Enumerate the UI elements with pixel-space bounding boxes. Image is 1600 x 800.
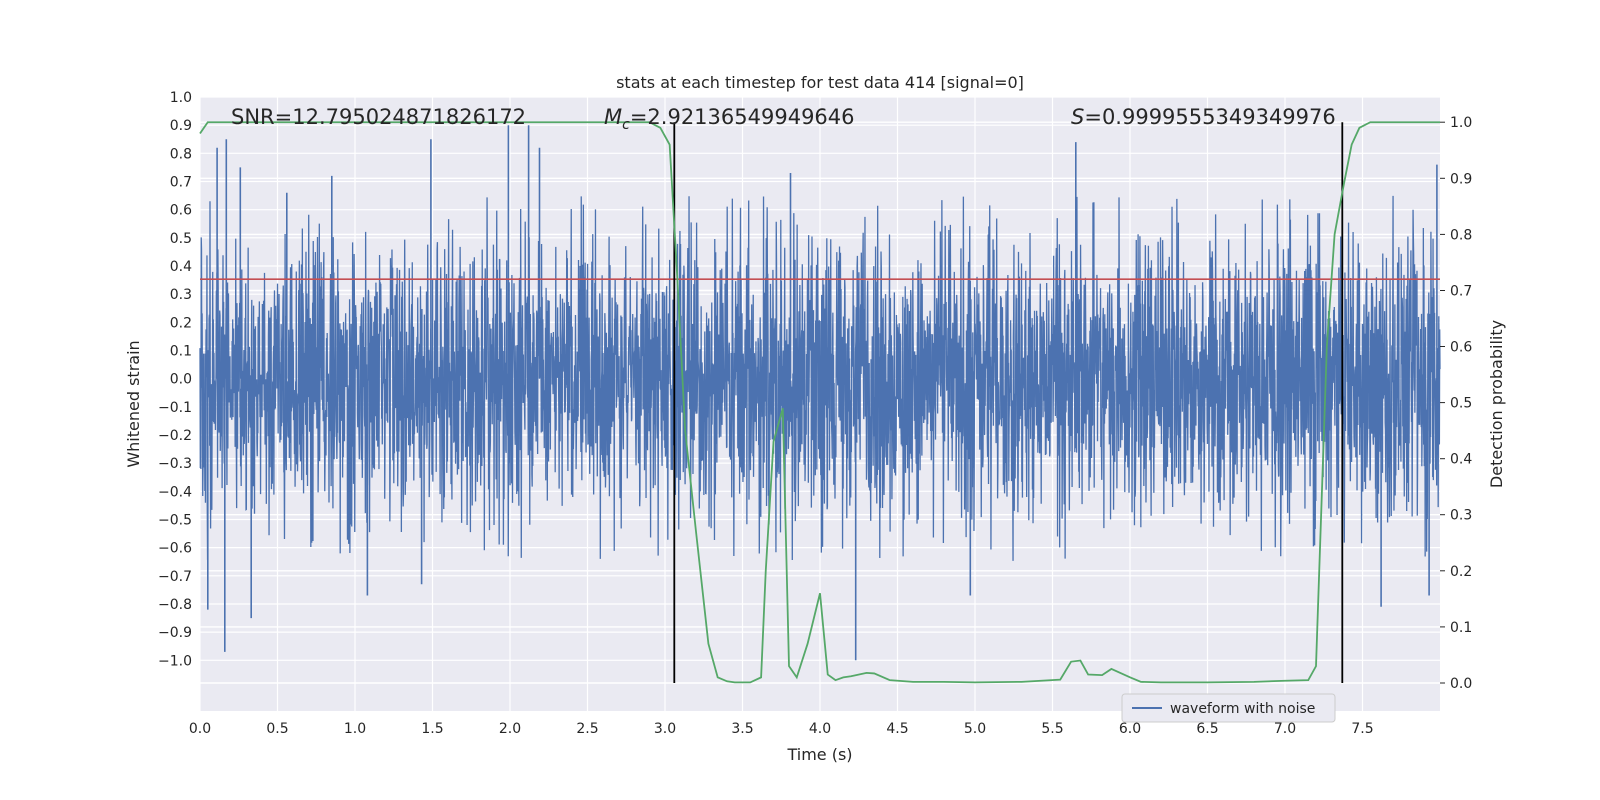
y2-tick-label: 0.1 bbox=[1450, 620, 1472, 636]
s-value: =0.9999555349349976 bbox=[1084, 105, 1335, 129]
y2-tick-label: 0.9 bbox=[1450, 171, 1472, 187]
y-tick-label: −0.2 bbox=[158, 428, 192, 444]
x-tick-label: 1.5 bbox=[421, 721, 443, 737]
legend-label: waveform with noise bbox=[1170, 701, 1315, 717]
y2-tick-label: 0.4 bbox=[1450, 452, 1472, 468]
x-tick-label: 2.0 bbox=[499, 721, 521, 737]
y-tick-label: −0.9 bbox=[158, 625, 192, 641]
x-tick-label: 0.5 bbox=[266, 721, 288, 737]
y-tick-label: 0.8 bbox=[170, 146, 192, 162]
x-tick-label: 4.0 bbox=[809, 721, 831, 737]
x-tick-label: 5.0 bbox=[964, 721, 986, 737]
y-tick-label: −0.6 bbox=[158, 541, 192, 557]
y2-tick-label: 0.7 bbox=[1450, 284, 1472, 300]
y2-tick-label: 0.8 bbox=[1450, 227, 1472, 243]
x-tick-label: 3.0 bbox=[654, 721, 676, 737]
y2-axis-label: Detection probability bbox=[1487, 320, 1506, 488]
snr-annotation: SNR=12.795024871826172 bbox=[231, 105, 526, 129]
y-axis-label: Whitened strain bbox=[124, 340, 143, 467]
y-axis-ticks: 1.0 0.9 0.8 0.7 0.6 0.5 0.4 0.3 0.2 0.1 0.0 −0.1 −0.… bbox=[158, 90, 192, 669]
y-tick-label: −0.7 bbox=[158, 569, 192, 585]
y2-tick-label: 0.2 bbox=[1450, 564, 1472, 580]
mc-subscript: c bbox=[622, 117, 630, 133]
x-tick-label: 2.5 bbox=[576, 721, 598, 737]
x-tick-label: 7.5 bbox=[1351, 721, 1373, 737]
y-tick-label: 0.4 bbox=[170, 259, 192, 275]
y-tick-label: 0.5 bbox=[170, 231, 192, 247]
y-tick-label: 0.0 bbox=[170, 372, 192, 388]
x-tick-label: 6.5 bbox=[1196, 721, 1218, 737]
score-annotation: S=0.9999555349349976 bbox=[1071, 105, 1336, 129]
legend: waveform with noise bbox=[1121, 693, 1336, 723]
s-symbol: S bbox=[1071, 105, 1084, 129]
x-axis-label: Time (s) bbox=[786, 745, 852, 764]
y-tick-label: 0.3 bbox=[170, 287, 192, 303]
x-axis-ticks: 0.0 0.5 1.0 1.5 2.0 2.5 3.0 3.5 4.0 4.5 5.0 5.5 6.0 6… bbox=[189, 721, 1374, 737]
x-tick-label: 0.0 bbox=[189, 721, 211, 737]
x-tick-label: 7.0 bbox=[1274, 721, 1296, 737]
chirp-mass-annotation: Mc=2.92136549949646 bbox=[604, 105, 855, 133]
y-tick-label: −0.3 bbox=[158, 456, 192, 472]
y-tick-label: 0.6 bbox=[170, 203, 192, 219]
y-tick-label: −0.1 bbox=[158, 400, 192, 416]
waveform-series bbox=[199, 125, 1441, 661]
y2-tick-label: 0.5 bbox=[1450, 396, 1472, 412]
mc-symbol: M bbox=[604, 105, 622, 129]
probability-line bbox=[199, 121, 1440, 684]
x-tick-label: 5.5 bbox=[1041, 721, 1063, 737]
y-tick-label: 0.7 bbox=[170, 175, 192, 191]
chart-title: stats at each timestep for test data 414… bbox=[616, 73, 1024, 92]
y2-tick-label: 0.6 bbox=[1450, 340, 1472, 356]
y2-tick-label: 1.0 bbox=[1450, 115, 1472, 131]
waveform-line bbox=[199, 195, 1441, 561]
y2-axis-ticks: 1.0 0.9 0.8 0.7 0.6 0.5 0.4 0.3 0.2 0.1 0.0 bbox=[1440, 115, 1472, 692]
y-tick-label: −0.8 bbox=[158, 597, 192, 613]
x-tick-label: 4.5 bbox=[886, 721, 908, 737]
x-tick-label: 1.0 bbox=[344, 721, 366, 737]
probability-series bbox=[199, 121, 1440, 684]
y-tick-label: −0.4 bbox=[158, 484, 192, 500]
mc-value: =2.92136549949646 bbox=[630, 105, 855, 129]
y-tick-label: 0.1 bbox=[170, 344, 192, 360]
x-tick-label: 6.0 bbox=[1119, 721, 1141, 737]
y-tick-label: −0.5 bbox=[158, 513, 192, 529]
y-tick-label: 0.9 bbox=[170, 118, 192, 134]
y-tick-label: 0.2 bbox=[170, 315, 192, 331]
x-tick-label: 3.5 bbox=[731, 721, 753, 737]
y2-tick-label: 0.3 bbox=[1450, 508, 1472, 524]
legend-box bbox=[1121, 693, 1336, 723]
y-tick-label: −1.0 bbox=[158, 653, 192, 669]
y2-tick-label: 0.0 bbox=[1450, 676, 1472, 692]
y-tick-label: 1.0 bbox=[170, 90, 192, 106]
